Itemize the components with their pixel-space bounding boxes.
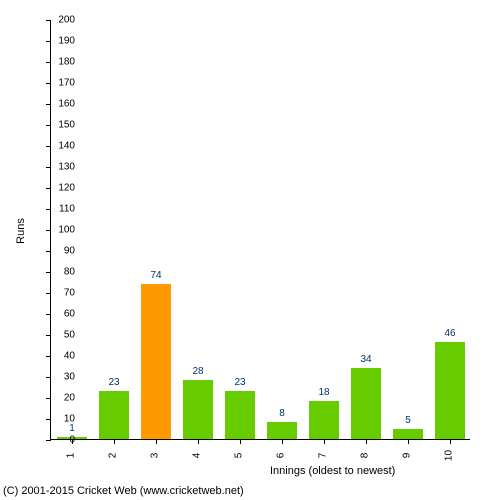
y-axis-label: 70 <box>50 288 75 299</box>
x-axis-label: 4 <box>192 446 203 466</box>
bar-value-label: 28 <box>192 366 203 377</box>
x-axis-label: 7 <box>318 446 329 466</box>
bar <box>351 368 380 439</box>
bar-value-label: 74 <box>150 270 161 281</box>
bar-value-label: 8 <box>279 408 285 419</box>
copyright-text: (C) 2001-2015 Cricket Web (www.cricketwe… <box>3 485 244 497</box>
bar <box>393 429 422 440</box>
y-axis-label: 180 <box>50 57 75 68</box>
x-tick <box>408 439 409 444</box>
y-axis-label: 30 <box>50 372 75 383</box>
x-axis-title: Innings (oldest to newest) <box>270 465 395 477</box>
x-tick <box>114 439 115 444</box>
y-axis-label: 190 <box>50 36 75 47</box>
x-axis-label: 1 <box>66 446 77 466</box>
bar-value-label: 5 <box>405 415 411 426</box>
bar-value-label: 1 <box>69 423 75 434</box>
y-axis-label: 90 <box>50 246 75 257</box>
bar-value-label: 34 <box>360 354 371 365</box>
y-axis-label: 200 <box>50 15 75 26</box>
y-axis-label: 40 <box>50 351 75 362</box>
y-axis-label: 60 <box>50 309 75 320</box>
chart-container: 1 23 74 28 23 8 18 34 5 46 <box>50 20 470 440</box>
bar-value-label: 46 <box>444 328 455 339</box>
y-axis-label: 80 <box>50 267 75 278</box>
y-axis-label: 10 <box>50 414 75 425</box>
bar-value-label: 23 <box>108 377 119 388</box>
y-axis-label: 140 <box>50 141 75 152</box>
bar <box>309 401 338 439</box>
bar-value-label: 23 <box>234 377 245 388</box>
bar <box>225 391 254 439</box>
x-tick <box>198 439 199 444</box>
y-axis-label: 20 <box>50 393 75 404</box>
bar <box>267 422 296 439</box>
y-axis-label: 110 <box>50 204 75 215</box>
y-axis-label: 50 <box>50 330 75 341</box>
bar <box>99 391 128 439</box>
y-axis-label: 130 <box>50 162 75 173</box>
x-axis-label: 10 <box>444 446 455 466</box>
y-axis-label: 170 <box>50 78 75 89</box>
y-axis-title: Runs <box>15 218 27 244</box>
x-tick <box>324 439 325 444</box>
y-axis-label: 0 <box>50 435 75 446</box>
bar <box>435 342 464 439</box>
bar <box>183 380 212 439</box>
bar <box>141 284 170 439</box>
x-axis-label: 6 <box>276 446 287 466</box>
x-tick <box>156 439 157 444</box>
x-tick <box>240 439 241 444</box>
x-axis-label: 8 <box>360 446 371 466</box>
x-tick <box>450 439 451 444</box>
x-tick <box>282 439 283 444</box>
y-axis-label: 100 <box>50 225 75 236</box>
y-axis-label: 160 <box>50 99 75 110</box>
x-tick <box>366 439 367 444</box>
x-axis-label: 2 <box>108 446 119 466</box>
x-axis-label: 9 <box>402 446 413 466</box>
bar-value-label: 18 <box>318 387 329 398</box>
y-axis-label: 120 <box>50 183 75 194</box>
x-axis-label: 5 <box>234 446 245 466</box>
x-axis-label: 3 <box>150 446 161 466</box>
plot-area: 1 23 74 28 23 8 18 34 5 46 <box>50 20 470 440</box>
y-axis-label: 150 <box>50 120 75 131</box>
